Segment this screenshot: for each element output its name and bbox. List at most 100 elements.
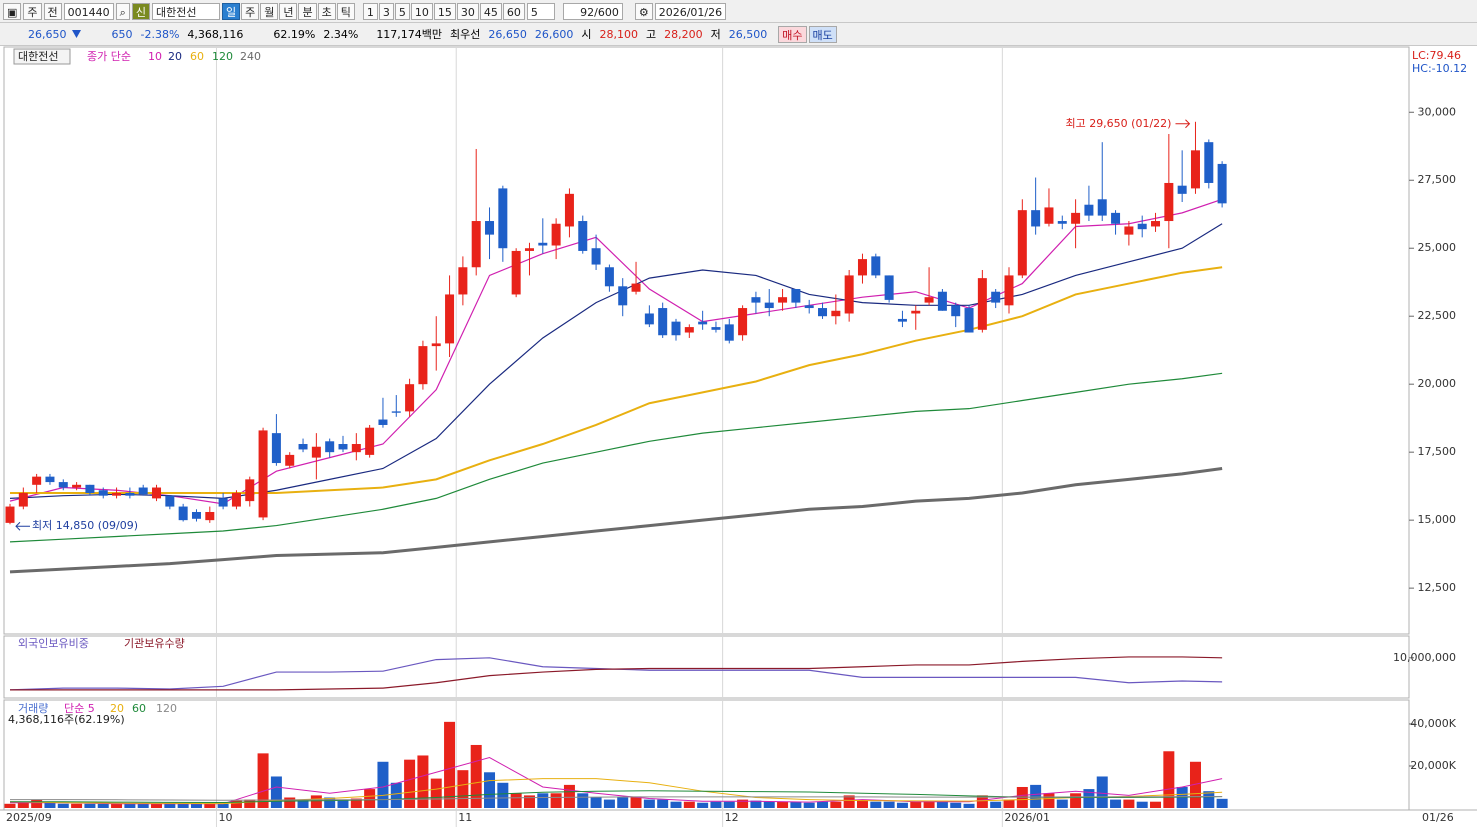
candle-body (1084, 204, 1094, 216)
high: 28,200 (664, 27, 703, 41)
unit-button[interactable]: 3 (378, 2, 394, 20)
stock-name[interactable]: 대한전선 (151, 2, 220, 20)
candle-body (751, 297, 761, 303)
candle-body (1151, 221, 1161, 227)
unit-select[interactable]: 5 (526, 2, 555, 20)
tool-button[interactable]: ⚙ (634, 2, 653, 20)
candle-body (32, 476, 42, 485)
volume-bar (310, 795, 322, 808)
volume-bar (1030, 784, 1042, 808)
buy-button[interactable]: 매수 (778, 25, 807, 43)
candle-body (684, 327, 694, 333)
candle-body (1124, 226, 1134, 235)
candle-body (405, 384, 415, 412)
volume-bar (883, 801, 895, 808)
high-label: 고 (646, 28, 657, 41)
candle-body (1071, 212, 1081, 224)
volume-bar (97, 803, 109, 808)
volume-bar (1056, 799, 1068, 808)
candle-body (152, 487, 162, 499)
candle-body (1057, 221, 1067, 224)
best-label: 최우선 (450, 28, 481, 41)
y-tick-label: 40,000K (1410, 717, 1456, 730)
candle-body (778, 297, 788, 303)
candle-body (1204, 142, 1214, 183)
candle-body (951, 305, 961, 317)
period-button[interactable]: 초 (317, 2, 336, 20)
unit-button[interactable]: 30 (456, 2, 479, 20)
volume-bar (270, 776, 282, 808)
legend-entry: 60 (190, 50, 204, 63)
unit-button[interactable]: 60 (502, 2, 525, 20)
volume-bar (137, 803, 149, 808)
volume-bar (1083, 789, 1095, 808)
count-box[interactable]: 92/600 (562, 2, 623, 20)
low-label: 저 (710, 28, 721, 41)
date-label: 12 (725, 811, 739, 824)
volume-bar (1163, 751, 1175, 808)
volume-bar (1110, 799, 1122, 808)
volume-bar (563, 784, 575, 808)
period-button[interactable]: 월 (260, 2, 279, 20)
candle-body (378, 419, 388, 425)
lc-label: LC:79.46 (1412, 49, 1461, 62)
volume-bar (1203, 791, 1215, 808)
search-button[interactable]: ⌕ (115, 2, 130, 20)
candle-body (964, 308, 974, 333)
candle-body (1044, 207, 1054, 224)
period-button[interactable]: 분 (298, 2, 317, 20)
volume-bar (683, 801, 695, 808)
legend-title: 거래량 (18, 702, 48, 715)
unit-button[interactable]: 45 (479, 2, 502, 20)
volume-bar (470, 744, 482, 808)
date-label: 11 (458, 811, 472, 824)
y-tick-label: 30,000 (1418, 105, 1457, 118)
volume-bar (1150, 801, 1162, 808)
volume-bar (617, 797, 629, 808)
candle-body (658, 308, 668, 336)
volume: 4,368,116 (187, 27, 244, 41)
candle-body (72, 484, 82, 488)
new-badge[interactable]: 신 (131, 2, 150, 20)
unit-buttons: 1 3 5 10 15 30 45 60 (362, 2, 525, 20)
candle-body (818, 308, 828, 317)
volume-bar (217, 803, 229, 808)
y-tick-label: 22,500 (1418, 309, 1457, 322)
candle-body (485, 221, 495, 235)
sell-button[interactable]: 매도 (808, 25, 837, 43)
period-button[interactable]: 년 (279, 2, 298, 20)
unit-button[interactable]: 5 (394, 2, 410, 20)
volume-bar (896, 802, 908, 808)
market-select[interactable]: 주 (23, 2, 42, 20)
candle-body (178, 506, 188, 521)
legend-ma-label: 단순 5 (64, 702, 95, 715)
unit-button[interactable]: 15 (433, 2, 456, 20)
candle-body (538, 242, 548, 246)
unit-button[interactable]: 10 (410, 2, 433, 20)
candle-body (138, 487, 148, 495)
chart-icon[interactable]: ▣ (3, 2, 22, 20)
unit-button[interactable]: 1 (362, 2, 378, 20)
date-input[interactable]: 2026/01/26 (654, 2, 727, 20)
volume-bar (990, 801, 1002, 808)
code-input[interactable]: 001440 (63, 2, 114, 20)
period-button[interactable]: 일 (221, 2, 241, 20)
candle-body (804, 305, 814, 309)
holding-line (10, 656, 1223, 691)
volume-bar (923, 800, 935, 808)
candle-body (58, 482, 68, 488)
candle-body (418, 346, 428, 385)
period-button[interactable]: 틱 (336, 2, 355, 20)
volume-bar (790, 801, 802, 808)
prev-button[interactable]: 전 (43, 2, 62, 20)
candle-body (351, 444, 361, 453)
y-tick-label: 17,500 (1418, 445, 1457, 458)
period-button[interactable]: 주 (241, 2, 260, 20)
legend-entry: 240 (240, 50, 261, 63)
candle-body (112, 492, 122, 496)
candle-body (5, 506, 15, 523)
open: 28,100 (599, 27, 639, 41)
candle-body (498, 188, 508, 249)
ma-line (9, 198, 1223, 505)
amount: 117,174백만 (376, 28, 443, 41)
